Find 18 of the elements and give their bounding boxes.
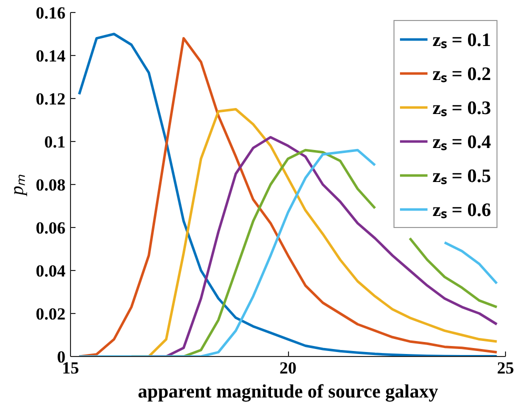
x-axis-title: apparent magnitude of source galaxy [138,382,439,402]
legend-label: zₛ = 0.4 [432,131,491,154]
y-tick-label: 0.06 [36,218,66,238]
y-tick-label: 0.02 [36,304,66,324]
legend-label: zₛ = 0.3 [432,97,491,120]
y-tick-label: 0.08 [36,176,66,194]
y-tick-label: 0.14 [36,46,66,66]
legend-label: zₛ = 0.5 [432,165,491,188]
legend-label: zₛ = 0.1 [432,29,491,52]
y-axis-title: pₘ [6,174,28,198]
y-tick-label: 0.04 [36,262,66,280]
x-tick-label: 25 [497,358,514,378]
y-tick-label: 0.16 [36,4,66,22]
x-tick-label: 20 [280,358,296,378]
y-tick-label: 0.1 [44,132,66,152]
legend-label: zₛ = 0.6 [432,199,491,222]
legend-label: zₛ = 0.2 [432,63,491,86]
y-tick-label: 0.12 [36,90,66,108]
